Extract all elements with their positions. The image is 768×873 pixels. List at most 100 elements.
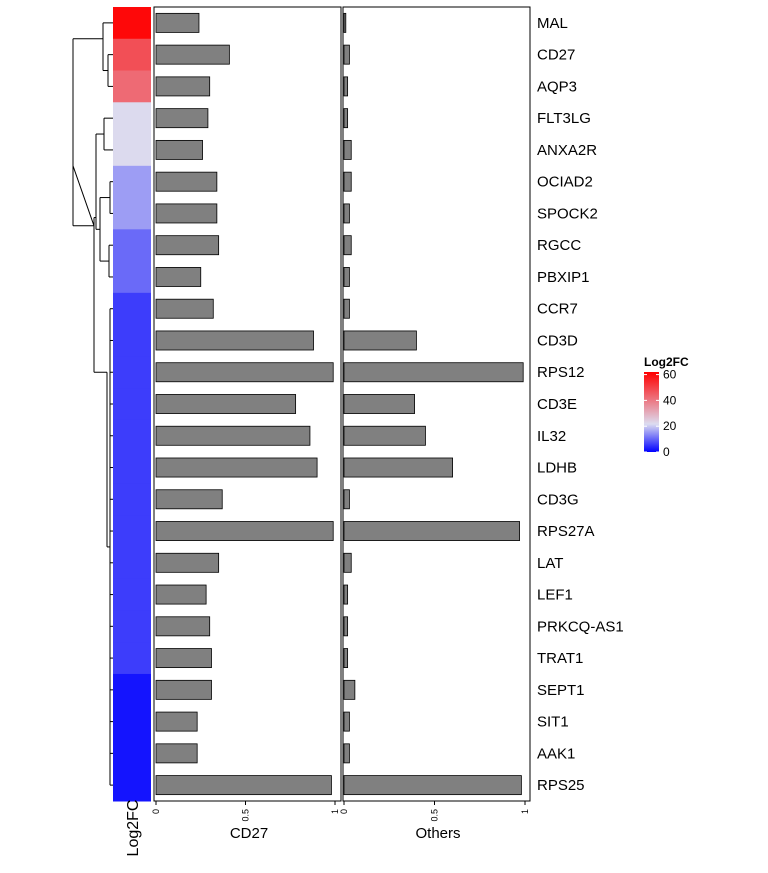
bar-others-cd27 [343,44,350,65]
legend-colorbar [644,372,659,452]
gene-label-rps12: RPS12 [537,364,585,381]
heatmap-cell-cd27 [113,38,151,72]
bar-others-rps12 [343,362,524,383]
bar-cd27-ccr7 [155,298,214,319]
heatmap-cell-ldhb [113,451,151,484]
bar-cd27-rps12 [155,362,334,383]
gene-label-ccr7: CCR7 [537,301,578,318]
bar-others-spock2 [343,203,350,224]
heatmap-cell-aak1 [113,737,151,770]
bar-cd27-ldhb [155,457,318,478]
gene-label-sit1: SIT1 [537,714,569,731]
gene-label-rps25: RPS25 [537,777,585,794]
legend-tick-label-1: 20 [663,419,677,433]
bar-cd27-il32 [155,425,311,446]
heatmap-cell-cd3d [113,324,151,357]
gene-label-cd3d: CD3D [537,332,578,349]
bar-others-rgcc [343,235,352,256]
heatmap-cell-ociad2 [113,165,151,199]
bar-others-sept1 [343,679,356,700]
bar-cd27-aak1 [155,743,198,764]
panel-others: 0 0.5 1 [339,6,531,822]
bar-others-sit1 [343,711,350,732]
heatmap-cell-rps25 [113,769,151,802]
bar-others-prkcq-as1 [343,616,349,637]
heatmap-axis-label: Log2FC [125,800,142,857]
gene-label-spock2: SPOCK2 [537,205,598,222]
gene-label-il32: IL32 [537,428,566,445]
bar-cd27-flt3lg [155,108,209,129]
heatmap-cell-flt3lg [113,102,151,135]
bar-cd27-lef1 [155,584,207,605]
log2fc-heatmap [113,7,151,802]
bar-cd27-rgcc [155,235,220,256]
legend: Log2FC 0 20 40 60 [644,355,689,459]
bar-cd27-cd3g [155,489,223,510]
x-tick-label-cd27-1: 0.5 [241,809,251,822]
bar-others-cd3g [343,489,350,510]
bar-others-il32 [343,425,426,446]
gene-label-ldhb: LDHB [537,460,577,477]
bar-others-pbxip1 [343,267,350,287]
bar-cd27-ociad2 [155,171,218,192]
heatmap-cell-il32 [113,419,151,453]
gene-label-ociad2: OCIAD2 [537,174,593,191]
bar-others-ccr7 [343,298,350,319]
legend-tick-label-2: 40 [663,393,677,407]
gene-label-flt3lg: FLT3LG [537,110,591,127]
heatmap-cell-trat1 [113,642,151,675]
bar-others-flt3lg [343,108,349,129]
gene-label-lef1: LEF1 [537,587,573,604]
panel-label-cd27: CD27 [230,825,268,842]
heatmap-cell-lat [113,546,151,580]
bar-others-anxa2r [343,139,352,160]
bar-cd27-trat1 [155,648,212,669]
gene-label-cd3e: CD3E [537,396,577,413]
bar-cd27-cd3e [155,394,297,414]
heatmap-cell-prkcq-as1 [113,610,151,643]
heatmap-cell-sit1 [113,705,151,738]
gene-label-lat: LAT [537,555,563,572]
heatmap-cell-cd3e [113,388,151,421]
bar-others-mal [343,12,347,33]
bar-others-ociad2 [343,171,352,192]
gene-label-rps27a: RPS27A [537,523,595,540]
bar-cd27-sit1 [155,711,198,732]
gene-label-mal: MAL [537,15,568,32]
panel-cd27: 0 0.5 1 [151,6,342,822]
bar-cd27-spock2 [155,203,218,224]
dendrogram-branch [72,165,95,226]
bar-others-aqp3 [343,76,349,97]
bar-others-rps25 [343,775,522,796]
heatmap-cell-aqp3 [113,70,151,103]
heatmap-cell-sept1 [113,673,151,707]
bar-cd27-lat [155,552,220,573]
bar-others-lat [343,552,352,573]
gene-label-trat1: TRAT1 [537,650,583,667]
x-tick-label-others-1: 0.5 [430,809,440,822]
gene-label-cd3g: CD3G [537,491,579,508]
bar-cd27-rps27a [155,521,334,541]
bar-others-aak1 [343,743,350,764]
heatmap-cell-rps27a [113,515,151,548]
panel-label-others: Others [415,825,460,842]
legend-ticks: 0 20 40 60 [644,368,677,459]
heatmap-cell-mal [113,7,151,40]
gene-label-rgcc: RGCC [537,237,581,254]
bar-others-cd3e [343,394,415,414]
bar-cd27-cd27 [155,44,230,65]
heatmap-cell-rps12 [113,356,151,389]
gene-label-cd27: CD27 [537,47,575,64]
bar-cd27-anxa2r [155,139,203,160]
bar-cd27-aqp3 [155,76,211,97]
heatmap-cell-lef1 [113,578,151,611]
bar-cd27-prkcq-as1 [155,616,211,637]
x-tick-label-cd27-0: 0 [151,809,161,814]
gene-label-pbxip1: PBXIP1 [537,269,590,286]
bar-others-cd3d [343,330,417,351]
bar-cd27-mal [155,12,200,33]
heatmap-cell-anxa2r [113,134,151,167]
gene-label-anxa2r: ANXA2R [537,142,597,159]
legend-tick-label-3: 60 [663,368,677,382]
